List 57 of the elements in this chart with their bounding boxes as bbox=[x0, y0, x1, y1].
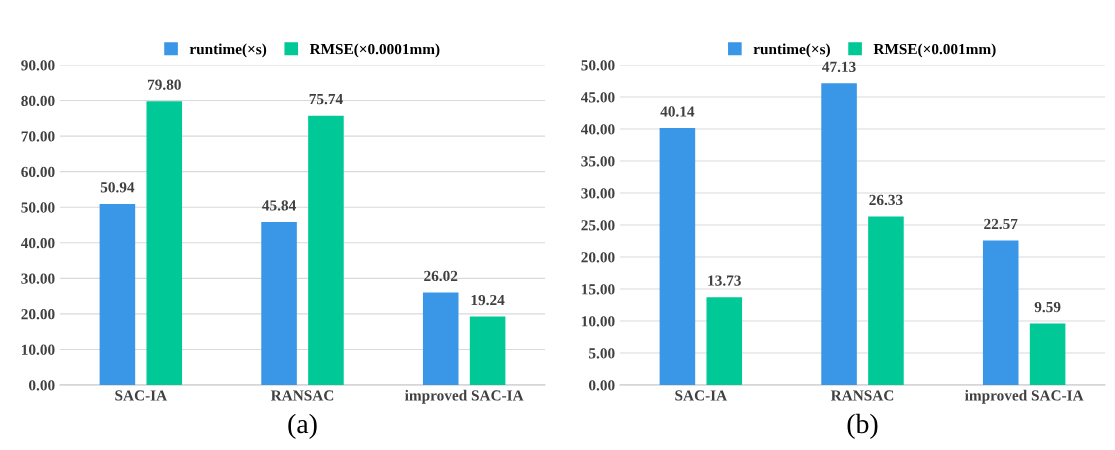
x-tick-label: RANSAC bbox=[270, 390, 334, 401]
y-tick-label: 60.00 bbox=[21, 166, 55, 178]
y-tick-label: 0.00 bbox=[588, 380, 615, 391]
y-tick-label: 0.00 bbox=[28, 380, 55, 391]
bar bbox=[659, 128, 696, 385]
x-tick-label: improved SAC-IA bbox=[405, 389, 524, 404]
bar bbox=[469, 316, 506, 385]
bar bbox=[422, 292, 459, 385]
data-label: 47.13 bbox=[822, 61, 856, 72]
y-tick-label: 80.00 bbox=[21, 95, 55, 107]
data-label: 9.59 bbox=[1034, 301, 1061, 313]
y-tick-label: 10.00 bbox=[581, 316, 615, 327]
y-tick-label: 70.00 bbox=[21, 131, 55, 142]
text: (a) bbox=[288, 413, 317, 439]
data-label: 79.80 bbox=[147, 79, 181, 90]
bar bbox=[821, 83, 857, 385]
y-tick-label: 30.00 bbox=[21, 273, 55, 284]
data-label: 26.02 bbox=[424, 270, 458, 282]
y-tick-label: 40.00 bbox=[580, 124, 615, 135]
bar bbox=[308, 115, 344, 385]
x-tick-label: SAC-IA bbox=[115, 390, 168, 401]
x-tick-label: improved SAC-IA bbox=[965, 389, 1084, 404]
legend-label: runtime(×s) bbox=[753, 43, 830, 58]
y-tick-label: 10.00 bbox=[21, 344, 55, 355]
y-tick-label: 15.00 bbox=[581, 284, 615, 295]
bar bbox=[982, 240, 1019, 385]
bar bbox=[1029, 323, 1066, 385]
bar bbox=[706, 297, 743, 385]
data-label: 13.73 bbox=[708, 275, 741, 286]
x-tick-label: SAC-IA bbox=[675, 390, 728, 401]
data-label: 40.14 bbox=[660, 106, 695, 117]
bar bbox=[261, 222, 297, 385]
legend-label: RMSE(×0.001mm) bbox=[873, 43, 996, 58]
y-tick-label: 50.00 bbox=[581, 60, 615, 71]
data-label: 22.57 bbox=[984, 218, 1018, 230]
data-label: 26.33 bbox=[869, 194, 903, 206]
data-label: 50.94 bbox=[100, 182, 135, 193]
text: (b) bbox=[847, 413, 878, 439]
bar bbox=[99, 203, 136, 385]
data-label: 19.24 bbox=[471, 294, 505, 306]
y-tick-label: 20.00 bbox=[581, 252, 615, 263]
y-tick-label: 5.00 bbox=[589, 348, 615, 359]
legend-label: RMSE(×0.0001mm) bbox=[309, 43, 440, 58]
legend-label: runtime(×s) bbox=[189, 43, 267, 58]
y-tick-label: 25.00 bbox=[581, 220, 615, 231]
y-tick-label: 30.00 bbox=[581, 188, 615, 199]
y-tick-label: 20.00 bbox=[21, 309, 55, 320]
y-tick-label: 40.00 bbox=[20, 237, 55, 249]
y-tick-label: 45.00 bbox=[580, 92, 615, 103]
data-label: 75.74 bbox=[309, 94, 343, 105]
y-tick-label: 50.00 bbox=[21, 202, 55, 213]
bar bbox=[146, 101, 183, 385]
bar bbox=[868, 216, 904, 385]
x-tick-label: RANSAC bbox=[830, 390, 894, 401]
data-label: 45.84 bbox=[262, 200, 296, 211]
y-tick-label: 35.00 bbox=[581, 156, 615, 167]
y-tick-label: 90.00 bbox=[21, 60, 55, 71]
